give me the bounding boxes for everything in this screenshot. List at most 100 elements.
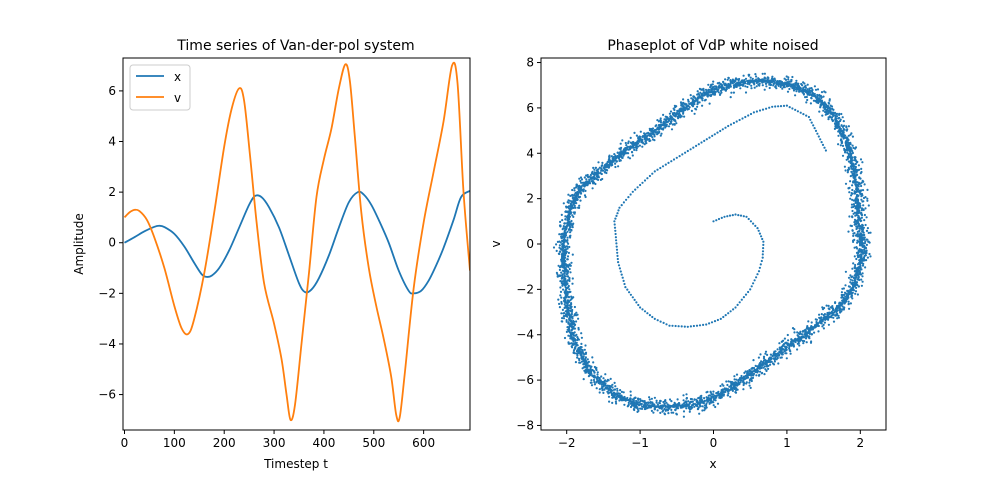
scatter-point [853,223,856,226]
scatter-point [735,120,738,123]
scatter-point [834,118,837,121]
scatter-point [680,104,683,107]
scatter-point [565,305,569,308]
scatter-point [729,310,732,313]
scatter-point [847,276,851,279]
scatter-point [802,93,806,96]
scatter-point [672,403,675,406]
scatter-point [635,402,638,405]
scatter-point [582,363,585,366]
scatter-point [641,138,644,141]
scatter-point [697,92,700,95]
scatter-point [671,123,674,126]
scatter-point [568,199,571,202]
scatter-point [729,96,732,99]
scatter-point [579,189,582,192]
time-series-y-tick-label: 0 [108,236,116,250]
scatter-point [715,394,718,397]
scatter-point [593,383,597,386]
scatter-point [863,236,866,239]
scatter-point [771,362,775,365]
scatter-point [832,108,835,111]
scatter-point [853,255,856,258]
scatter-point [717,217,721,221]
scatter-point [812,99,816,102]
scatter-point [705,323,708,326]
scatter-point [607,395,611,398]
scatter-point [822,327,826,330]
scatter-point [861,264,865,267]
scatter-point [807,115,811,119]
scatter-point [567,291,571,294]
scatter-point [564,296,567,299]
scatter-point [757,229,760,232]
scatter-point [785,342,788,345]
scatter-point [819,95,822,98]
scatter-point [558,274,561,277]
scatter-point [635,399,638,403]
scatter-point [850,206,853,209]
scatter-point [747,217,750,221]
scatter-point [804,86,808,89]
scatter-point [717,393,720,396]
scatter-point [682,112,685,115]
scatter-point [861,161,864,164]
scatter-point [614,385,617,388]
scatter-point [788,87,791,91]
phase-plot-x-label: x [709,457,716,471]
scatter-point [624,152,627,155]
scatter-point [812,92,815,95]
scatter-point [590,172,594,175]
scatter-point [640,402,643,406]
scatter-point [627,140,630,143]
scatter-point [855,286,858,289]
scatter-point [851,135,855,138]
scatter-point [857,185,860,188]
scatter-point [698,402,701,405]
scatter-point [569,271,572,274]
scatter-point [583,184,586,187]
scatter-point [613,226,617,229]
scatter-point [722,394,725,397]
scatter-point [804,331,807,334]
scatter-point [833,111,837,114]
scatter-point [828,308,831,311]
scatter-point [745,377,748,380]
scatter-point [580,181,583,184]
scatter-point [864,223,867,227]
phase-plot-x-tick-label: −2 [558,436,576,450]
scatter-point [808,337,811,340]
scatter-point [557,264,560,267]
scatter-point [856,268,860,271]
scatter-point [601,161,604,164]
scatter-point [758,84,761,87]
scatter-point [593,168,596,171]
scatter-point [650,409,654,412]
scatter-point [839,144,842,147]
scatter-point [602,166,605,169]
scatter-point [837,316,841,319]
scatter-point [579,352,583,355]
scatter-point [672,158,676,161]
scatter-point [745,381,748,384]
scatter-point [844,270,848,273]
scatter-point [800,82,803,86]
scatter-point [853,172,856,175]
scatter-point [706,399,709,402]
scatter-point [739,214,743,217]
scatter-point [659,134,662,137]
scatter-point [817,135,820,138]
scatter-point [596,373,599,376]
scatter-point [815,318,819,321]
scatter-point [673,123,676,126]
scatter-point [822,323,825,326]
scatter-point [858,227,861,230]
scatter-point [755,85,758,88]
scatter-point [856,173,859,176]
scatter-point [858,262,861,265]
scatter-point [559,220,562,223]
scatter-point [715,219,718,222]
scatter-point [768,106,771,109]
scatter-point [567,242,570,245]
scatter-point [730,387,733,390]
